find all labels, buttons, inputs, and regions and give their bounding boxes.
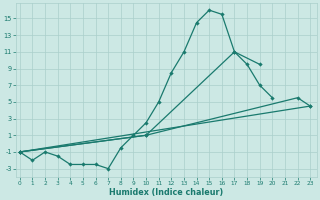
X-axis label: Humidex (Indice chaleur): Humidex (Indice chaleur) [109, 188, 223, 197]
